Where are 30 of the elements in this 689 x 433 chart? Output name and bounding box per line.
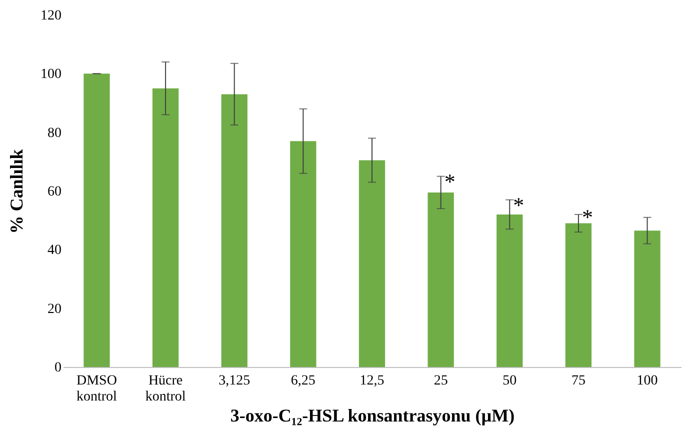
- x-tick-label: 25: [434, 374, 448, 388]
- x-tick-label: 12,5: [360, 374, 384, 388]
- y-tick-label: 20: [48, 302, 62, 317]
- bar: [496, 214, 523, 367]
- x-tick-label: 100: [636, 374, 658, 388]
- annotation: *: [444, 169, 456, 194]
- annotation: *: [513, 192, 524, 218]
- bar: [290, 141, 316, 367]
- x-axis-title: 3-oxo-C₁₂-HSL konsantrasyonu (µM): [230, 406, 515, 426]
- x-tick-label: 50: [502, 374, 517, 388]
- x-tick-label: 6,25: [290, 374, 316, 388]
- bar: [152, 88, 179, 367]
- y-tick-label: 40: [48, 243, 62, 258]
- bar: [634, 230, 660, 367]
- y-tick-label: 120: [40, 8, 62, 24]
- y-tick-label: 0: [54, 360, 62, 376]
- bar: [221, 94, 248, 367]
- y-axis-title: % Canlılık: [6, 149, 26, 234]
- x-tick-label: 3,125: [218, 374, 250, 388]
- annotation: *: [582, 204, 593, 230]
- bar: [428, 192, 454, 367]
- y-tick-label: 100: [40, 67, 62, 82]
- x-tick-label: DMSO kontrol: [76, 374, 118, 404]
- x-tick-label: Hücre kontrol: [145, 374, 186, 404]
- y-tick-label: 80: [48, 126, 62, 141]
- bar: [84, 74, 110, 367]
- bar: [565, 223, 592, 367]
- x-tick-label: 75: [571, 374, 586, 388]
- bar: [358, 160, 386, 367]
- y-tick-label: 60: [48, 184, 62, 200]
